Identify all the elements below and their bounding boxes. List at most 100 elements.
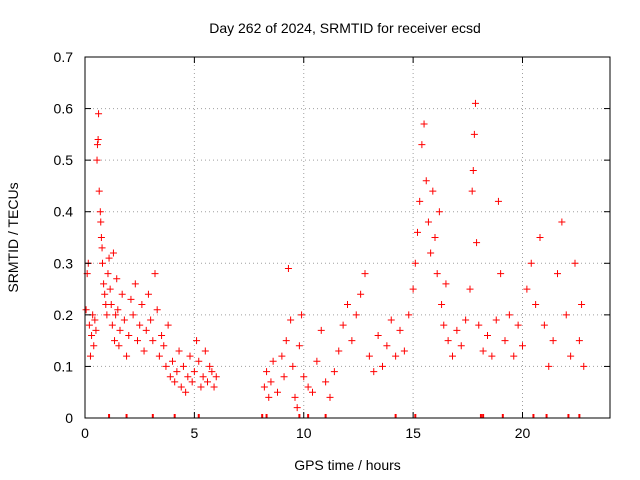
data-point [106, 285, 114, 293]
data-point [206, 362, 214, 370]
data-point [166, 373, 174, 381]
data-point [193, 337, 201, 345]
data-point [422, 177, 430, 185]
data-point [188, 378, 196, 386]
data-point [396, 326, 404, 334]
data-point [313, 357, 321, 365]
data-point [267, 378, 275, 386]
data-point [93, 156, 101, 164]
data-point [158, 331, 166, 339]
data-point [179, 362, 187, 370]
data-point [532, 301, 540, 309]
data-point [457, 342, 465, 350]
data-point [118, 290, 126, 298]
data-point [536, 234, 544, 241]
data-point [108, 321, 116, 329]
data-point [190, 368, 198, 376]
data-point [274, 388, 281, 396]
data-point [175, 347, 183, 355]
data-point [129, 311, 137, 319]
data-point [134, 337, 141, 345]
grid-lines [85, 57, 610, 418]
data-point [567, 352, 575, 360]
data-point [212, 373, 220, 381]
data-point [82, 306, 90, 314]
data-point [162, 362, 170, 370]
data-point [99, 259, 106, 267]
data-point [438, 301, 446, 309]
data-point [265, 393, 273, 401]
data-point [309, 388, 316, 396]
data-point [357, 290, 365, 298]
data-point [197, 383, 205, 391]
data-point [348, 337, 356, 345]
data-point [164, 321, 172, 329]
data-point [322, 378, 330, 386]
data-point [96, 208, 104, 216]
data-point [475, 321, 483, 329]
x-axis-label: GPS time / hours [294, 457, 401, 473]
data-point [374, 331, 382, 339]
data-point [210, 383, 218, 391]
data-point [115, 342, 123, 350]
data-point [497, 270, 505, 278]
y-tick-label: 0.3 [54, 255, 74, 271]
data-point [361, 270, 369, 278]
data-point [153, 306, 161, 314]
data-point [120, 316, 128, 324]
data-point [442, 280, 450, 288]
data-point [453, 326, 461, 334]
data-points [82, 99, 588, 412]
data-point [140, 347, 148, 355]
data-point [127, 295, 135, 303]
data-point [94, 136, 102, 144]
data-point [147, 316, 155, 324]
data-point [289, 362, 297, 370]
data-point [578, 301, 586, 309]
data-point [113, 275, 121, 283]
data-point [339, 321, 347, 329]
data-point [411, 259, 419, 267]
x-tick-label: 0 [81, 425, 89, 441]
data-point [440, 321, 448, 329]
data-point [93, 141, 101, 149]
data-point [291, 393, 299, 401]
data-point [142, 326, 150, 334]
x-tick-label: 10 [296, 425, 312, 441]
y-axis-label: SRMTID / TECUs [5, 182, 21, 292]
data-point [352, 311, 360, 319]
data-point [186, 352, 194, 360]
data-point [523, 285, 531, 293]
data-point [330, 368, 338, 376]
data-point [112, 311, 120, 319]
data-point [101, 290, 109, 298]
axis-ticks: 0 5 10 15 20 0 0.1 0.2 0.3 0.4 0.5 0.6 0.7 [54, 49, 610, 441]
data-point [86, 352, 94, 360]
y-tick-label: 0.4 [54, 204, 74, 220]
data-point [492, 316, 500, 324]
data-point [136, 321, 144, 329]
data-point [144, 290, 152, 298]
y-tick-label: 0.2 [54, 307, 74, 323]
data-point [195, 357, 203, 365]
data-point [484, 331, 491, 339]
data-point [123, 352, 131, 360]
data-point [287, 316, 295, 324]
data-point [131, 280, 139, 288]
data-point [473, 239, 481, 247]
data-point [300, 373, 308, 381]
data-point [138, 301, 146, 309]
data-point [103, 311, 111, 319]
data-point [111, 337, 119, 345]
data-point [208, 368, 216, 376]
data-point [109, 249, 117, 257]
data-point [149, 337, 157, 345]
data-point [97, 234, 105, 241]
data-point [488, 352, 496, 360]
baseline-rug-marks [108, 414, 581, 418]
data-point [418, 141, 426, 149]
data-point [416, 197, 424, 205]
data-point [575, 337, 583, 345]
data-point [414, 228, 421, 236]
